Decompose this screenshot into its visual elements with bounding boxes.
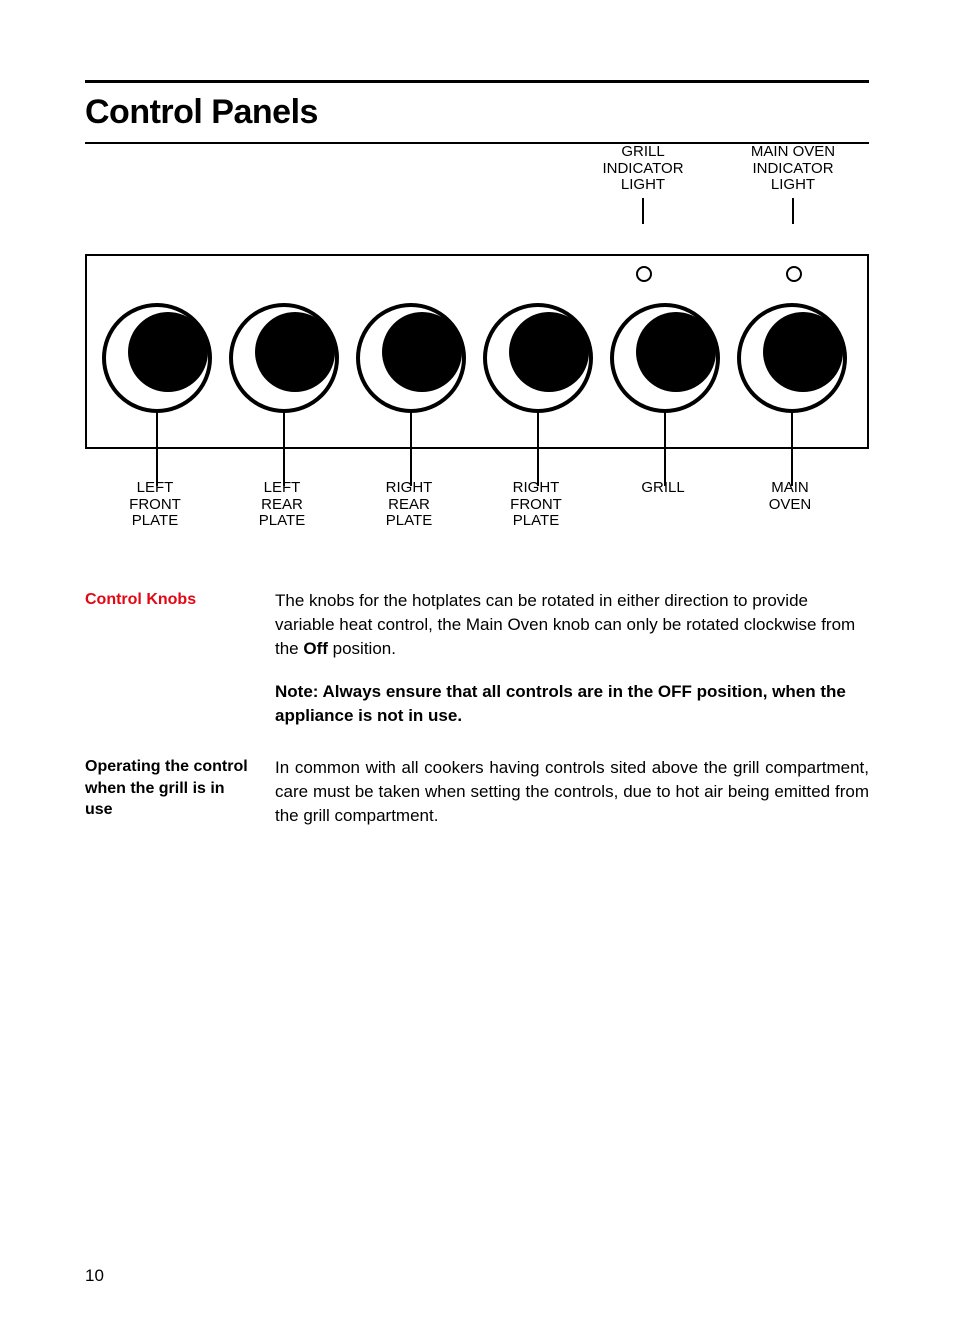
right-rear-plate-label: RIGHTREARPLATE [354, 480, 464, 530]
control-knobs-body: The knobs for the hotplates can be rotat… [275, 589, 869, 728]
page-number: 10 [85, 1266, 104, 1286]
right-front-plate-knob[interactable] [483, 303, 593, 413]
left-front-plate-label: LEFTFRONTPLATE [100, 480, 210, 530]
right-rear-plate-knob[interactable] [356, 303, 466, 413]
right-front-plate-label: RIGHTFRONTPLATE [481, 480, 591, 530]
left-front-plate-knob[interactable] [102, 303, 212, 413]
operating-heading: Operating the control when the grill is … [85, 756, 255, 827]
grill-indicator-light [636, 266, 652, 282]
grill-label: GRILL [608, 480, 718, 497]
main-oven-indicator-light [786, 266, 802, 282]
grill-knob[interactable] [610, 303, 720, 413]
control-knobs-body-bold: Off [303, 639, 328, 658]
control-knobs-body-post: position. [328, 639, 396, 658]
control-panel-box [85, 254, 869, 449]
grill-indicator-label: GRILLINDICATORLIGHT [583, 144, 703, 224]
main-oven-indicator-label: MAIN OVENINDICATORLIGHT [733, 144, 853, 224]
control-knobs-note: Note: Always ensure that all controls ar… [275, 680, 869, 728]
page-title: Control Panels [85, 93, 869, 132]
rule-top [85, 80, 869, 83]
main-oven-knob[interactable] [737, 303, 847, 413]
left-rear-plate-label: LEFTREARPLATE [227, 480, 337, 530]
left-rear-plate-knob[interactable] [229, 303, 339, 413]
main-oven-label: MAINOVEN [735, 480, 845, 513]
control-panel-diagram: GRILLINDICATORLIGHT MAIN OVENINDICATORLIG… [85, 144, 869, 529]
control-knobs-heading: Control Knobs [85, 589, 255, 728]
operating-body: In common with all cookers having contro… [275, 756, 869, 827]
